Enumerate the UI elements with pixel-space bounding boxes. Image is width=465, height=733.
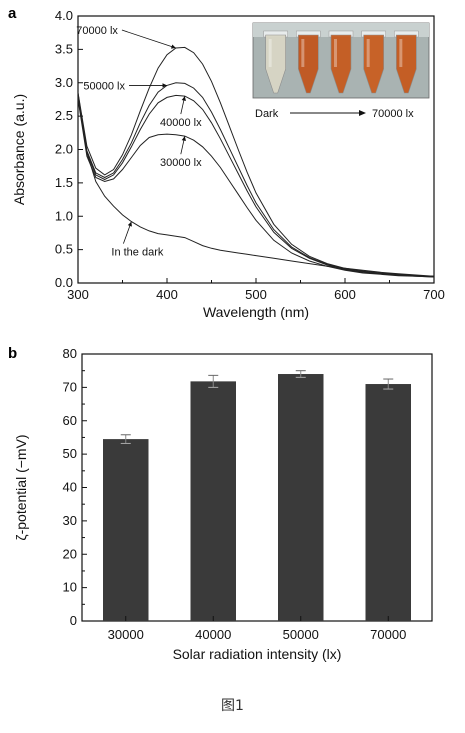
inset-left-label: Dark (255, 108, 279, 120)
y-tick-label-b: 0 (70, 613, 77, 628)
series-line (77, 92, 435, 277)
y-tick-label-b: 30 (63, 513, 77, 528)
sample-tube (298, 34, 319, 94)
x-tick-label-a: 500 (245, 287, 267, 302)
y-tick-label-a: 2.0 (55, 142, 73, 157)
tube-highlight (301, 39, 305, 67)
bar (278, 374, 324, 621)
inset-arrowhead (359, 110, 366, 116)
sample-tube (396, 34, 417, 94)
absorbance-chart: a 300 400 500 600 700 0.0 0.5 1.0 1.5 2.0 2.5 3.0 3.5… (8, 5, 445, 320)
category-label: 70000 (370, 627, 406, 642)
y-tick-label-a: 3.5 (55, 41, 73, 56)
inset-right-label: 70000 lx (372, 108, 414, 120)
tube-highlight (334, 39, 337, 67)
figure-caption: 图1 (221, 698, 244, 714)
annotation-label: 30000 lx (160, 157, 202, 169)
category-label: 30000 (108, 627, 144, 642)
category-label: 40000 (195, 627, 231, 642)
y-tick-label-b: 20 (63, 546, 77, 561)
sample-tube (330, 34, 352, 94)
annotation-arrowhead (181, 96, 186, 101)
annotation-label: 40000 lx (160, 117, 202, 129)
annotation-label: 50000 lx (83, 80, 125, 92)
y-tick-label-a: 0.0 (55, 275, 73, 290)
tube-highlight (399, 39, 403, 67)
sample-tube (265, 34, 286, 94)
y-tick-label-a: 4.0 (55, 8, 73, 23)
category-label: 50000 (283, 627, 319, 642)
inset-photo (252, 22, 430, 99)
y-tick-label-b: 10 (63, 580, 77, 595)
series-line (77, 94, 435, 278)
series-line (77, 82, 435, 277)
x-tick-label-a: 300 (67, 287, 89, 302)
y-tick-label-b: 40 (63, 480, 77, 495)
annotation-label: 70000 lx (76, 25, 118, 37)
y-tick-label-b: 50 (63, 446, 77, 461)
annotation-arrowhead (162, 83, 167, 88)
sample-tube (363, 34, 384, 94)
bar (103, 439, 149, 621)
y-tick-label-b: 60 (63, 413, 77, 428)
x-tick-label-a: 400 (156, 287, 178, 302)
y-tick-label-a: 2.5 (55, 108, 73, 123)
y-axis-label-a: Absorbance (a.u.) (11, 94, 27, 205)
y-tick-label-a: 3.0 (55, 75, 73, 90)
panel-label-b: b (8, 345, 17, 362)
y-axis-label-b: ζ-potential (−mV) (13, 434, 29, 540)
annotation-arrowhead (181, 136, 186, 142)
annotation-label: In the dark (111, 247, 163, 259)
annotation-arrowhead (170, 44, 176, 49)
x-tick-label-a: 600 (334, 287, 356, 302)
y-tick-label-b: 80 (63, 346, 77, 361)
bar (190, 381, 236, 621)
x-tick-label-a: 700 (423, 287, 445, 302)
series-line (77, 99, 435, 278)
y-tick-label-a: 1.0 (55, 208, 73, 223)
tube-highlight (366, 39, 370, 67)
tube-highlight (268, 39, 272, 67)
annotation-arrow (121, 29, 177, 49)
zeta-potential-chart: b 0 10 20 30 40 50 60 70 80 30000 40000 50000 70000 So… (8, 345, 433, 662)
y-tick-label-b: 70 (63, 379, 77, 394)
x-axis-label-b: Solar radiation intensity (lx) (173, 646, 342, 662)
panel-label-a: a (8, 5, 17, 22)
y-tick-label-a: 1.5 (55, 175, 73, 190)
x-axis-label-a: Wavelength (nm) (203, 304, 309, 320)
y-tick-label-a: 0.5 (55, 242, 73, 257)
annotation-arrowhead (127, 221, 132, 227)
bar (365, 384, 411, 621)
